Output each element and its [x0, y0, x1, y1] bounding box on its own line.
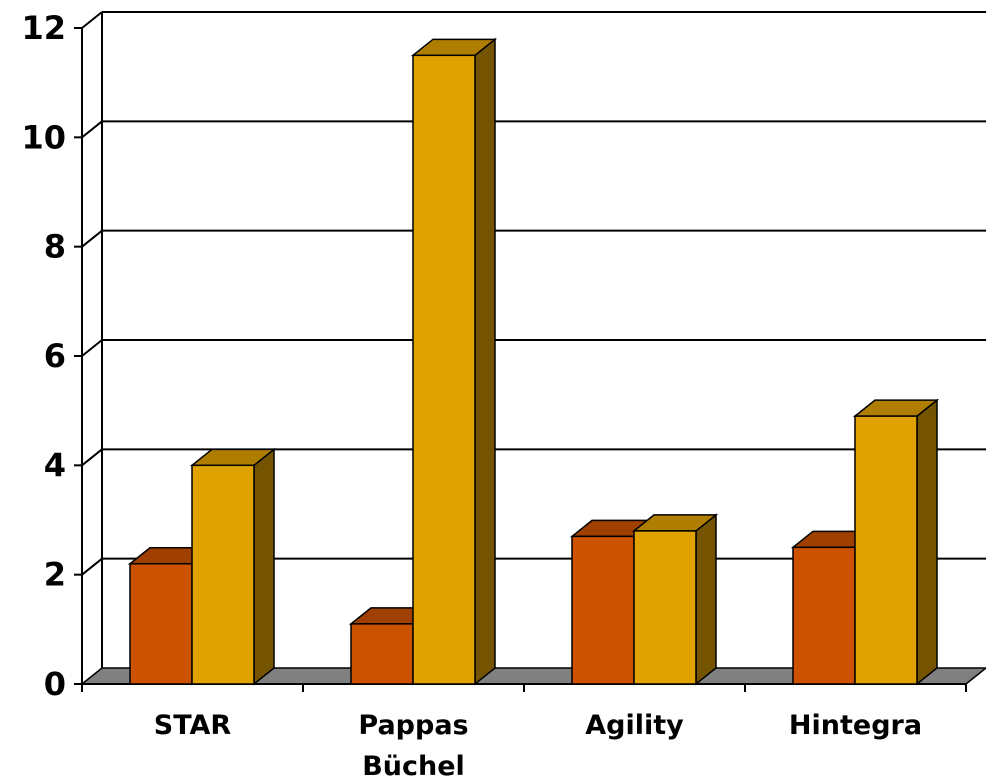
bar-side	[695, 513, 717, 686]
bar	[792, 546, 856, 685]
gridline-connector	[81, 448, 103, 467]
y-tick-label: 2	[44, 556, 66, 594]
y-tick-label: 10	[21, 118, 66, 156]
bar	[129, 562, 193, 685]
bar	[854, 415, 918, 685]
bar-side	[253, 447, 275, 686]
x-tick-label: STAR	[154, 710, 232, 741]
y-tick-label: 8	[44, 228, 66, 266]
y-tick-label: 0	[44, 665, 66, 703]
bar	[571, 535, 635, 685]
bar	[191, 464, 255, 685]
bar-side	[916, 398, 938, 686]
gridline-connector	[81, 120, 103, 139]
bar-side	[474, 37, 496, 686]
x-tick-label: Hintegra	[789, 710, 922, 741]
bar	[633, 530, 697, 685]
gridline-connector	[81, 339, 103, 357]
x-tick-label: Pappas	[358, 710, 468, 741]
y-tick-label: 12	[21, 9, 66, 47]
y-tick-label: 4	[44, 446, 66, 484]
x-tick-label: Agility	[585, 710, 684, 741]
gridline-connector	[81, 557, 103, 576]
gridline-connector	[81, 229, 103, 248]
bar	[412, 54, 476, 685]
bar	[350, 623, 414, 685]
gridline-connector	[81, 11, 103, 29]
x-tick-label: Büchel	[362, 751, 465, 781]
y-tick-label: 6	[44, 337, 66, 375]
